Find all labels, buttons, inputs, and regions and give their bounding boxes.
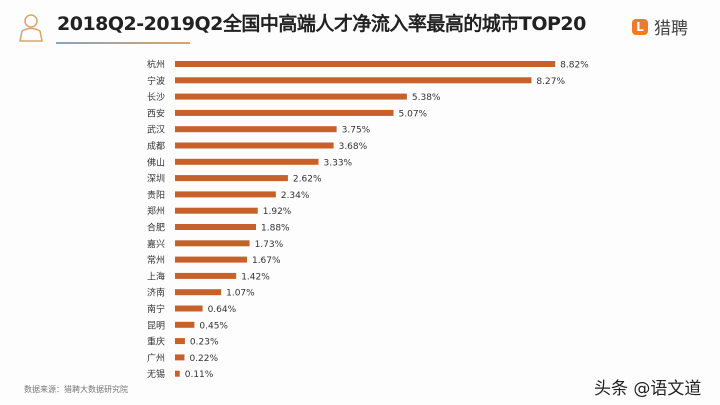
logo-text: 猎聘	[654, 19, 688, 39]
category-label: 成都	[147, 140, 165, 152]
category-label: 重庆	[147, 336, 165, 348]
data-source: 数据来源：猎聘大数据研究院	[24, 385, 128, 394]
bar	[175, 207, 258, 214]
data-label: 3.33%	[324, 158, 353, 168]
data-label: 0.22%	[189, 354, 218, 364]
bar	[175, 126, 337, 133]
data-label: 3.68%	[339, 142, 368, 152]
page-title: 2018Q2-2019Q2全国中高端人才净流入率最高的城市TOP20	[57, 13, 586, 35]
data-label: 0.45%	[199, 321, 228, 331]
data-label: 8.82%	[560, 61, 589, 71]
person-icon	[19, 14, 43, 42]
liepin-logo: L 猎聘	[632, 14, 688, 39]
category-label: 西安	[147, 107, 165, 119]
title-underline	[56, 42, 190, 44]
watermark: 头条 @语文道	[594, 379, 702, 399]
data-label: 1.67%	[252, 256, 281, 266]
category-label: 深圳	[147, 174, 165, 185]
data-label: 5.38%	[412, 93, 441, 103]
bar	[175, 158, 319, 165]
bar	[175, 191, 276, 198]
data-label: 2.34%	[281, 191, 310, 201]
category-label: 合肥	[147, 222, 165, 234]
category-label: 无锡	[147, 369, 165, 380]
bar	[175, 61, 556, 67]
logo-icon: L	[632, 18, 648, 35]
bar	[175, 338, 185, 345]
bar	[175, 272, 237, 279]
category-label: 昆明	[147, 320, 165, 331]
bar	[175, 354, 185, 361]
data-label: 0.64%	[208, 305, 237, 315]
bar	[175, 370, 180, 377]
data-label: 8.27%	[536, 77, 565, 87]
data-label: 0.11%	[185, 370, 214, 380]
bar	[175, 93, 407, 100]
data-label: 0.23%	[190, 338, 219, 348]
data-label: 1.92%	[263, 207, 292, 217]
bar	[175, 142, 334, 149]
category-label: 佛山	[147, 156, 165, 168]
bar	[175, 224, 257, 230]
category-label: 广州	[147, 352, 165, 364]
category-label: 常州	[147, 254, 165, 266]
bar	[175, 240, 250, 247]
data-label: 1.07%	[226, 289, 255, 299]
category-label: 杭州	[147, 59, 165, 71]
bar	[175, 175, 288, 182]
category-label: 郑州	[147, 205, 165, 217]
bar	[175, 289, 222, 296]
category-label: 武汉	[147, 124, 165, 136]
bar	[175, 109, 394, 116]
bar	[175, 256, 247, 263]
data-label: 2.62%	[293, 175, 322, 185]
category-label: 宁波	[147, 75, 165, 87]
data-label: 1.73%	[255, 240, 284, 250]
category-label: 贵阳	[147, 189, 165, 201]
data-label: 1.88%	[261, 224, 290, 234]
category-label: 南宁	[147, 303, 165, 315]
category-label: 长沙	[147, 91, 165, 103]
data-label: 1.42%	[241, 272, 270, 282]
category-label: 济南	[147, 287, 165, 299]
bar	[175, 305, 203, 312]
data-label: 5.07%	[399, 109, 428, 119]
category-label: 上海	[147, 270, 165, 282]
bar	[175, 77, 532, 84]
data-label: 3.75%	[342, 126, 371, 136]
category-label: 嘉兴	[147, 238, 165, 250]
bar	[175, 321, 195, 328]
